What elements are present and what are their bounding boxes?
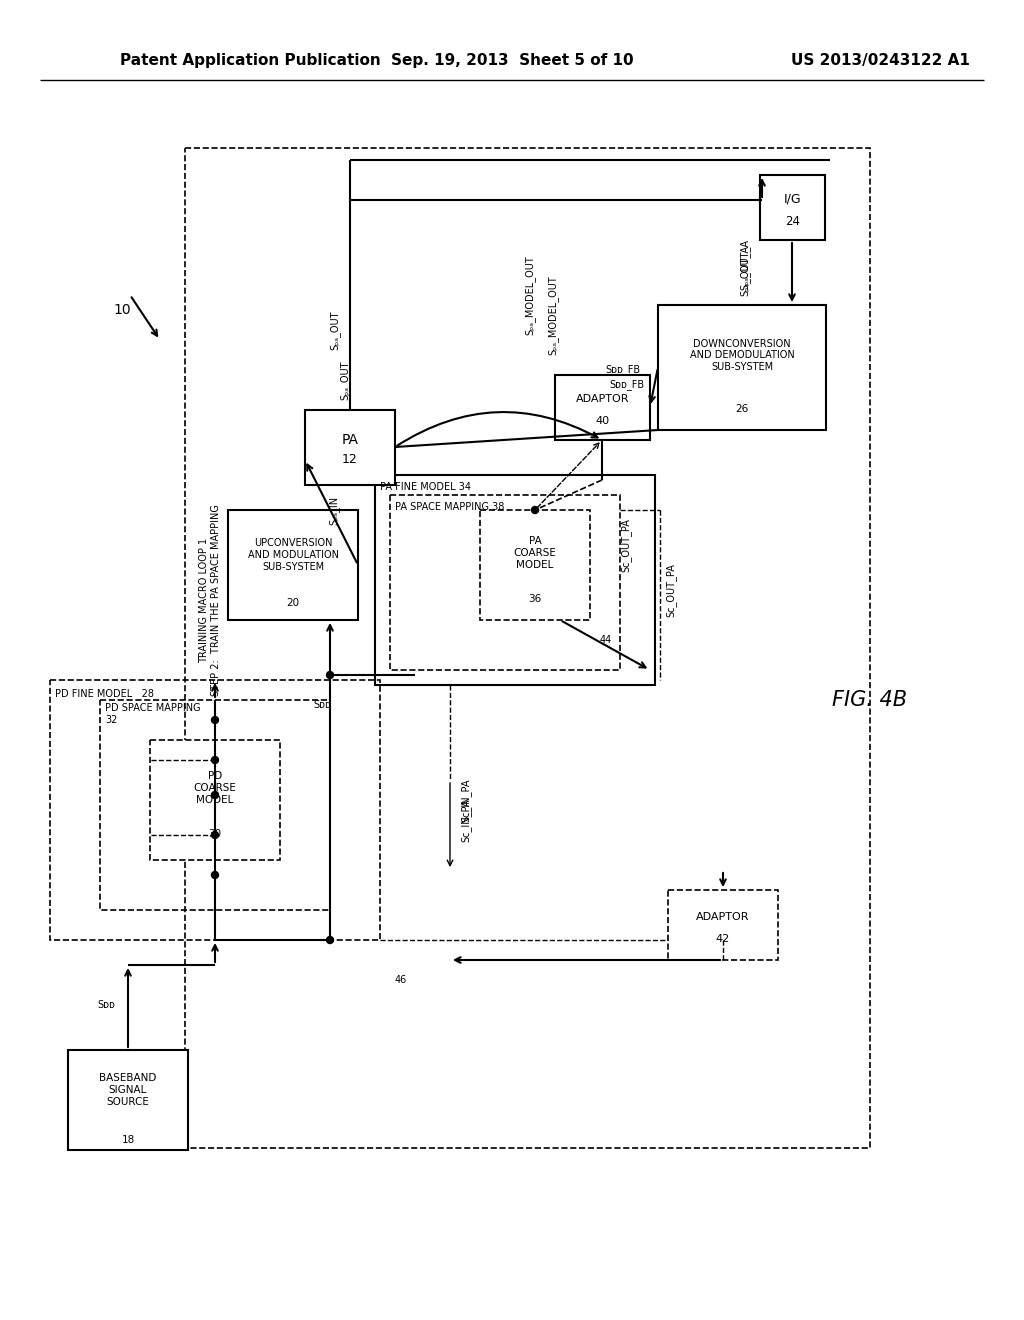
- Text: ADAPTOR: ADAPTOR: [696, 912, 750, 921]
- Text: Sep. 19, 2013  Sheet 5 of 10: Sep. 19, 2013 Sheet 5 of 10: [391, 53, 633, 67]
- Text: 26: 26: [735, 404, 749, 414]
- Circle shape: [327, 936, 334, 944]
- Text: Sₚₐ_OUT: Sₚₐ_OUT: [339, 360, 350, 400]
- Bar: [100, 700, 330, 909]
- Bar: [150, 741, 280, 861]
- Text: DOWNCONVERSION
AND DEMODULATION
SUB-SYSTEM: DOWNCONVERSION AND DEMODULATION SUB-SYST…: [689, 339, 795, 372]
- Text: PA
COARSE
MODEL: PA COARSE MODEL: [514, 536, 556, 570]
- Text: 12: 12: [342, 453, 357, 466]
- Text: 46: 46: [395, 975, 408, 985]
- Text: PD SPACE MAPPING
32: PD SPACE MAPPING 32: [105, 704, 201, 725]
- Bar: [68, 1049, 188, 1150]
- Text: 10: 10: [114, 304, 131, 317]
- Text: 18: 18: [122, 1135, 134, 1144]
- Text: TRAINING MACRO LOOP 1
STEP 2:  TRAIN THE PA SPACE MAPPING: TRAINING MACRO LOOP 1 STEP 2: TRAIN THE …: [200, 504, 221, 696]
- Circle shape: [212, 792, 218, 799]
- Bar: [185, 148, 870, 1148]
- Text: Sₚₐ_OUT_A: Sₚₐ_OUT_A: [739, 239, 750, 290]
- Text: PA: PA: [341, 433, 358, 446]
- Text: I/G: I/G: [783, 193, 802, 206]
- Bar: [228, 510, 358, 620]
- Text: 44: 44: [600, 635, 612, 645]
- Text: PA FINE MODEL 34: PA FINE MODEL 34: [380, 482, 471, 492]
- Circle shape: [212, 832, 218, 838]
- Bar: [390, 495, 620, 671]
- Text: US 2013/0243122 A1: US 2013/0243122 A1: [792, 53, 970, 67]
- Text: Sᴄ_IN_PA: Sᴄ_IN_PA: [460, 799, 471, 842]
- Text: Sᴅᴅ_FB: Sᴅᴅ_FB: [610, 380, 645, 391]
- Text: 42: 42: [716, 935, 730, 944]
- Bar: [305, 411, 395, 484]
- Text: PD
COARSE
MODEL: PD COARSE MODEL: [194, 771, 237, 805]
- Text: UPCONVERSION
AND MODULATION
SUB-SYSTEM: UPCONVERSION AND MODULATION SUB-SYSTEM: [248, 539, 339, 572]
- Bar: [760, 176, 825, 240]
- Text: Sᴅᴅ: Sᴅᴅ: [313, 700, 331, 710]
- Text: Sᴄ_OUT_PA: Sᴄ_OUT_PA: [620, 517, 631, 572]
- Text: Sᴄ_IN_PA: Sᴄ_IN_PA: [460, 779, 471, 822]
- Text: Sₚₐ_IN: Sₚₐ_IN: [328, 495, 339, 524]
- Text: Sᴅᴅ_FB: Sᴅᴅ_FB: [605, 364, 640, 375]
- Text: 30: 30: [209, 829, 221, 840]
- Circle shape: [531, 507, 539, 513]
- Text: FIG. 4B: FIG. 4B: [833, 690, 907, 710]
- Text: Sₚₐ_OUT: Sₚₐ_OUT: [329, 310, 340, 350]
- Text: Patent Application Publication: Patent Application Publication: [120, 53, 381, 67]
- Text: Sₚₐ_OUT_A: Sₚₐ_OUT_A: [739, 244, 750, 296]
- Text: Sₚₐ_MODEL_OUT: Sₚₐ_MODEL_OUT: [548, 276, 558, 355]
- Text: 20: 20: [287, 598, 300, 609]
- Text: BASEBAND
SIGNAL
SOURCE: BASEBAND SIGNAL SOURCE: [99, 1073, 157, 1106]
- Text: Sₚₐ_MODEL_OUT: Sₚₐ_MODEL_OUT: [524, 255, 536, 335]
- Text: ADAPTOR: ADAPTOR: [575, 395, 630, 404]
- Bar: [480, 510, 590, 620]
- Text: Sᴅᴅ: Sᴅᴅ: [97, 1001, 115, 1010]
- Bar: [50, 680, 380, 940]
- Bar: [375, 475, 655, 685]
- Circle shape: [327, 672, 334, 678]
- Bar: [658, 305, 826, 430]
- Text: PA SPACE MAPPING 38: PA SPACE MAPPING 38: [395, 502, 505, 512]
- Text: 36: 36: [528, 594, 542, 605]
- Bar: [555, 375, 650, 440]
- Circle shape: [212, 756, 218, 763]
- Text: 24: 24: [785, 215, 800, 228]
- Text: 40: 40: [595, 417, 609, 426]
- Text: Sᴄ_OUT_PA: Sᴄ_OUT_PA: [665, 564, 676, 616]
- Bar: [668, 890, 778, 960]
- Text: PD FINE MODEL   28: PD FINE MODEL 28: [55, 689, 154, 700]
- Circle shape: [212, 871, 218, 879]
- Circle shape: [212, 717, 218, 723]
